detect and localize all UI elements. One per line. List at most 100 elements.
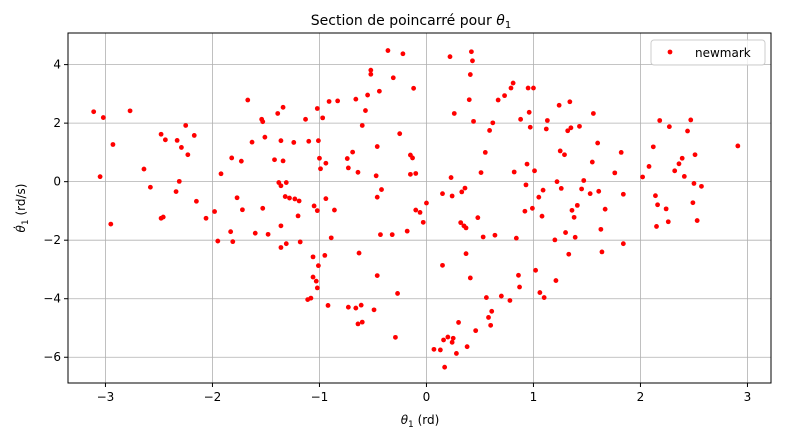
data-point bbox=[663, 206, 669, 212]
data-point bbox=[516, 272, 521, 278]
data-point bbox=[447, 54, 453, 60]
data-point bbox=[450, 335, 456, 341]
data-point bbox=[690, 200, 696, 206]
data-point bbox=[314, 106, 320, 111]
data-point bbox=[395, 291, 400, 296]
x-tick-label: −3 bbox=[97, 390, 115, 404]
x-tick-label: 2 bbox=[637, 390, 645, 404]
data-point bbox=[292, 196, 298, 202]
data-point bbox=[379, 187, 384, 192]
data-point bbox=[325, 303, 331, 308]
data-point bbox=[355, 169, 361, 175]
x-axis-label-subscript: 1 bbox=[408, 420, 414, 430]
data-point bbox=[566, 251, 572, 257]
data-point bbox=[448, 175, 454, 180]
data-point bbox=[108, 221, 114, 227]
data-point bbox=[502, 93, 507, 99]
data-point bbox=[466, 97, 472, 103]
data-point bbox=[275, 111, 281, 116]
data-point bbox=[531, 85, 536, 91]
data-point bbox=[487, 128, 492, 133]
data-point bbox=[310, 274, 316, 280]
data-point bbox=[215, 238, 221, 244]
data-point bbox=[527, 124, 533, 130]
data-point bbox=[374, 273, 380, 279]
data-point bbox=[599, 249, 605, 255]
chart-title-subscript: 1 bbox=[505, 20, 511, 31]
data-point bbox=[315, 138, 321, 144]
data-point bbox=[691, 181, 697, 186]
data-point bbox=[278, 245, 284, 250]
data-point bbox=[420, 219, 426, 225]
data-point bbox=[468, 49, 474, 55]
data-point bbox=[127, 108, 133, 114]
data-point bbox=[174, 137, 180, 143]
data-point bbox=[507, 298, 513, 303]
data-point bbox=[449, 193, 455, 199]
data-point bbox=[543, 126, 549, 132]
data-point bbox=[558, 185, 564, 191]
data-point bbox=[303, 116, 308, 122]
data-point bbox=[365, 92, 371, 98]
data-point bbox=[735, 143, 741, 149]
data-point bbox=[563, 230, 568, 235]
data-point bbox=[203, 215, 209, 221]
data-point bbox=[413, 207, 419, 213]
data-point bbox=[571, 214, 577, 220]
data-point bbox=[314, 208, 320, 214]
data-point bbox=[283, 180, 289, 185]
data-point bbox=[568, 125, 574, 131]
data-point bbox=[397, 131, 403, 137]
data-point bbox=[483, 295, 489, 300]
data-point bbox=[602, 206, 608, 212]
chart-title-text: Section de poincarré pour bbox=[311, 13, 496, 29]
data-point bbox=[526, 109, 532, 115]
data-point bbox=[385, 48, 391, 53]
data-point bbox=[681, 173, 687, 179]
data-point bbox=[323, 160, 329, 166]
data-point bbox=[410, 155, 415, 161]
data-point bbox=[454, 351, 459, 356]
data-point bbox=[495, 97, 501, 103]
data-point bbox=[356, 250, 362, 256]
data-point bbox=[368, 71, 374, 77]
data-point bbox=[464, 344, 470, 350]
data-point bbox=[310, 254, 316, 260]
legend-marker bbox=[667, 49, 673, 55]
x-tick-label: 3 bbox=[744, 390, 752, 404]
data-point bbox=[371, 307, 377, 313]
data-point bbox=[478, 170, 484, 175]
data-point bbox=[489, 308, 495, 314]
y-tick-label: 2 bbox=[53, 116, 61, 130]
data-point bbox=[508, 85, 514, 91]
data-point bbox=[552, 237, 558, 243]
data-point bbox=[332, 207, 337, 213]
data-point bbox=[252, 230, 258, 236]
data-point bbox=[173, 189, 179, 195]
data-point bbox=[557, 148, 563, 154]
data-point bbox=[368, 67, 374, 73]
data-point bbox=[320, 115, 326, 121]
data-point bbox=[229, 155, 235, 161]
data-point bbox=[539, 213, 545, 219]
data-point bbox=[355, 321, 361, 327]
data-point bbox=[322, 253, 328, 258]
data-point bbox=[540, 187, 546, 193]
data-point bbox=[522, 208, 528, 214]
data-point bbox=[260, 119, 266, 125]
data-point bbox=[471, 118, 476, 124]
y-axis-label-unit: (rd/s) bbox=[14, 184, 28, 220]
data-point bbox=[533, 267, 538, 273]
data-point bbox=[359, 123, 365, 128]
data-point bbox=[486, 315, 491, 320]
data-point bbox=[400, 51, 406, 57]
data-point bbox=[640, 174, 645, 180]
data-point bbox=[228, 229, 234, 235]
data-point bbox=[191, 133, 197, 138]
data-point bbox=[218, 171, 224, 177]
data-point bbox=[562, 152, 567, 158]
data-point bbox=[556, 102, 562, 108]
data-points bbox=[91, 48, 741, 370]
